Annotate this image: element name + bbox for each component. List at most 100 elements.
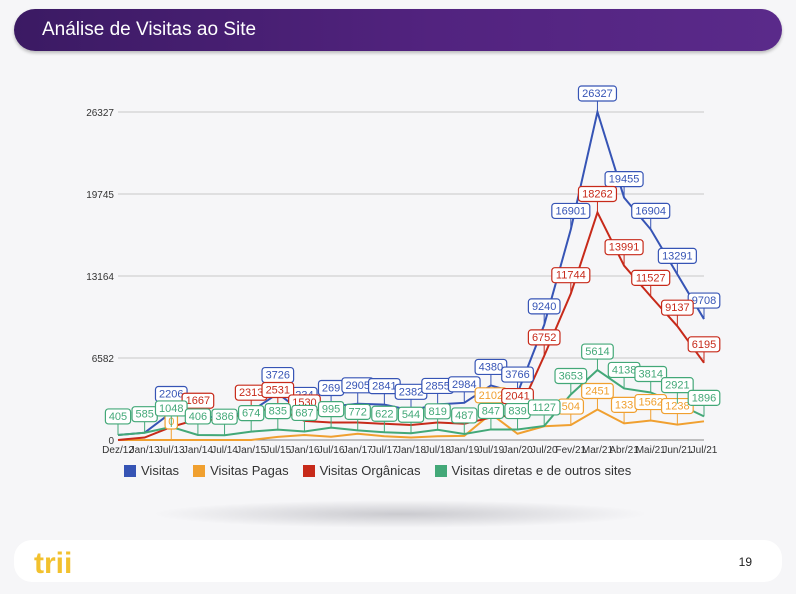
x-tick-label: Jan/18	[396, 445, 426, 456]
x-tick-label: Dez/12	[102, 445, 134, 456]
data-label-box	[447, 376, 481, 393]
data-label: 9137	[665, 302, 689, 314]
data-label: 2451	[585, 385, 609, 397]
data-label-box	[501, 366, 534, 383]
legend-swatch	[124, 464, 136, 477]
series-line-1	[118, 408, 705, 441]
x-tick-label: Jul/14	[211, 445, 238, 456]
data-label: 2531	[266, 384, 290, 396]
data-label: 9240	[532, 301, 556, 313]
x-tick-label: Jan/20	[503, 445, 533, 456]
x-tick-label: Jul/19	[478, 445, 505, 456]
x-tick-label: Jul/20	[531, 445, 558, 456]
data-label: 6195	[692, 339, 716, 351]
data-label: 674	[242, 408, 260, 420]
data-label-box	[604, 239, 644, 256]
data-label: 26327	[582, 88, 613, 100]
x-tick-label: Mar/21	[582, 445, 614, 456]
data-label: 19455	[609, 174, 640, 186]
data-label: 2102	[479, 390, 503, 402]
footer-bar: trii 19	[14, 540, 782, 582]
x-tick-label: Abr/21	[609, 445, 639, 456]
data-label-box	[634, 365, 668, 383]
x-tick-label: Jan/15	[236, 445, 266, 456]
data-label: 487	[455, 410, 473, 422]
data-label-box	[237, 405, 265, 422]
data-label: 13291	[662, 250, 693, 262]
data-label-box	[291, 404, 318, 422]
data-label: 406	[189, 411, 207, 423]
data-label-box	[527, 298, 561, 315]
data-label: 11527	[636, 272, 666, 284]
data-label-box	[660, 299, 694, 316]
legend-label: Visitas diretas e de outros sites	[451, 463, 632, 478]
data-label-box	[424, 403, 451, 420]
data-label: 622	[375, 408, 393, 420]
data-label-box	[264, 402, 292, 420]
data-label: 2905	[345, 380, 369, 392]
data-label-box	[554, 367, 588, 385]
data-label: 269	[322, 382, 340, 394]
page-number: 19	[738, 555, 752, 569]
data-label: 405	[109, 411, 127, 423]
data-label-box	[687, 389, 721, 406]
data-label: 4380	[479, 361, 503, 373]
legend-item-diretas: Visitas diretas e de outros sites	[434, 463, 632, 478]
data-label: 847	[482, 405, 500, 417]
trii-logo: trii	[34, 547, 72, 580]
x-tick-label: Jan/16	[289, 445, 319, 456]
data-label: 11744	[556, 270, 586, 282]
legend-swatch	[302, 464, 315, 477]
data-label: 504	[562, 401, 580, 413]
y-tick-label: 0	[108, 436, 114, 447]
data-label: 13991	[609, 242, 640, 254]
data-label-box	[397, 406, 425, 423]
x-tick-label: Jan/13	[130, 445, 160, 456]
data-label: 2041	[505, 391, 529, 403]
data-label: 1896	[692, 392, 716, 404]
x-tick-label: Jan/17	[343, 445, 373, 456]
data-label: 3814	[638, 368, 662, 380]
x-tick-label: Jan/14	[183, 445, 213, 456]
data-label: 544	[402, 409, 420, 421]
x-tick-label: Fev/21	[556, 445, 587, 456]
data-label-box	[104, 408, 132, 425]
legend-item-organicas: Visitas Orgânicas	[302, 463, 421, 478]
data-label-box	[261, 381, 295, 399]
legend-label: Visitas Pagas	[210, 463, 289, 478]
page-title: Análise de Visitas ao Site	[42, 19, 257, 40]
data-label: 1048	[159, 403, 183, 415]
data-label: 16901	[556, 205, 587, 217]
data-label-box	[657, 247, 697, 265]
data-label: 1667	[186, 395, 210, 407]
data-label: 133	[615, 399, 633, 411]
data-label: 2984	[452, 379, 476, 391]
x-tick-label: Mai/21	[636, 445, 666, 456]
data-label: 1127	[532, 402, 556, 414]
data-label-box	[660, 377, 694, 394]
data-label-box	[631, 202, 671, 219]
data-label: 2921	[665, 380, 689, 392]
legend-label: Visitas	[141, 463, 180, 478]
data-label-box	[477, 402, 505, 420]
y-tick-label: 26327	[86, 108, 114, 119]
x-tick-label: Jul/15	[264, 445, 291, 456]
x-tick-label: Jul/21	[691, 445, 718, 456]
svg-text:trii: trii	[34, 547, 72, 580]
data-label: 835	[269, 406, 287, 418]
data-label-box	[687, 336, 721, 353]
data-label-box	[551, 267, 591, 284]
x-tick-label: Jun/21	[662, 445, 692, 456]
data-label: 819	[428, 406, 446, 418]
data-label: 4138	[612, 364, 636, 376]
data-label-box	[371, 405, 398, 422]
data-label-box	[344, 403, 371, 420]
x-tick-label: Jul/13	[158, 445, 185, 456]
legend-item-pagas: Visitas Pagas	[193, 463, 289, 478]
data-label: 2382	[399, 386, 423, 398]
x-tick-label: Jul/16	[318, 445, 345, 456]
y-tick-label: 19745	[86, 190, 114, 201]
data-label: 2206	[159, 389, 183, 401]
data-label: 3766	[505, 369, 529, 381]
